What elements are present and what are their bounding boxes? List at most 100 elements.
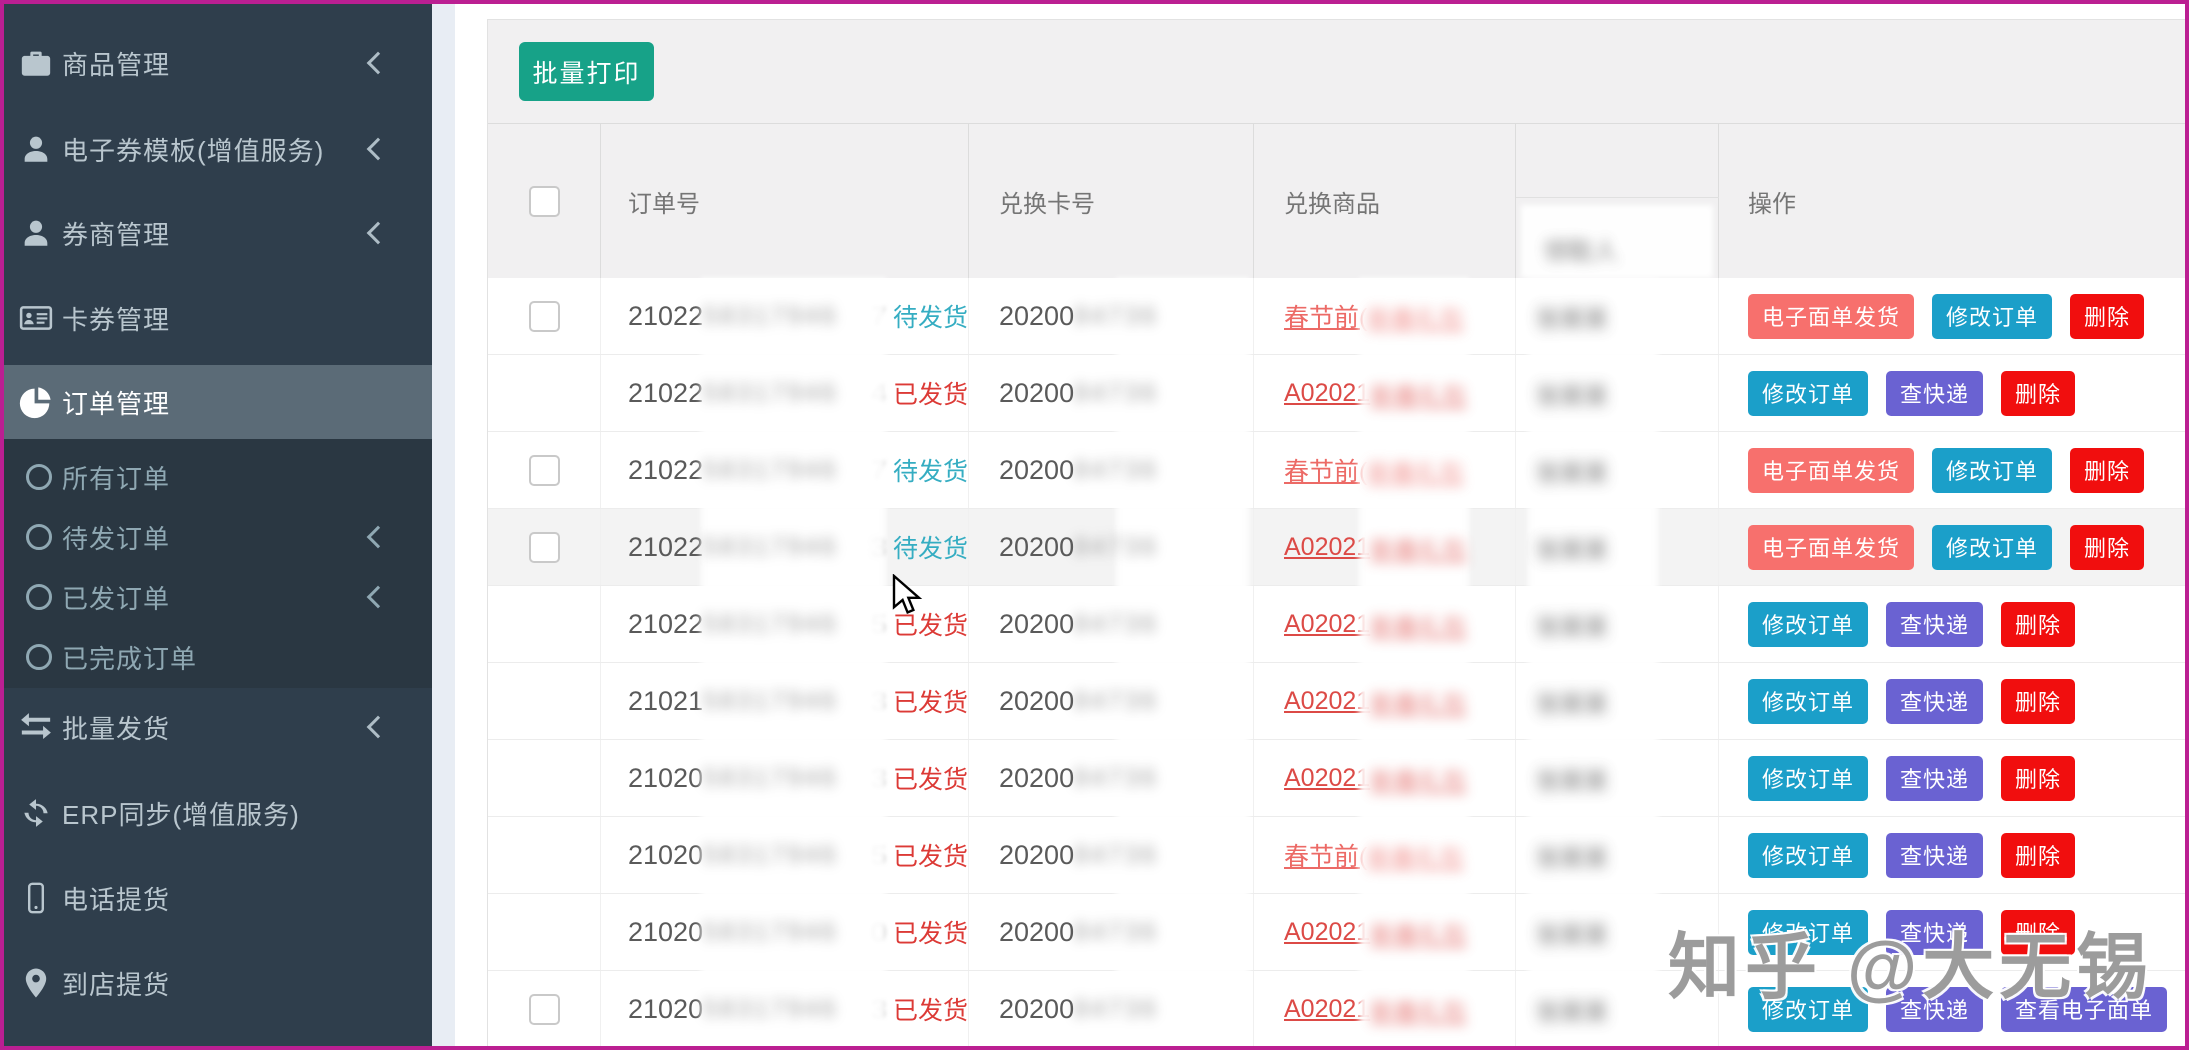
order-number-tail: 5 (870, 839, 886, 870)
sidebar-item-batch-ship[interactable]: 批量发货 (4, 696, 432, 758)
product-link[interactable]: 春节前( (1284, 458, 1368, 486)
action-modify-button[interactable]: 修改订单 (1748, 601, 1869, 647)
action-delete-button[interactable]: 删除 (2001, 832, 2076, 878)
action-modify-button[interactable]: 修改订单 (1748, 755, 1869, 801)
product-link[interactable]: A02021 (1284, 917, 1371, 946)
sidebar-item-store-pickup[interactable]: 到店提货 (4, 952, 432, 1014)
row-checkbox[interactable] (528, 454, 560, 486)
action-eface-button[interactable]: 电子面单发货 (1748, 447, 1915, 493)
order-number-blurred: 58317946 (703, 609, 839, 638)
status-badge: 待发货 (892, 304, 968, 332)
product-link[interactable]: 春节前( (1284, 304, 1368, 332)
sidebar-item-evoucher-template[interactable]: 电子券模板(增值服务) (4, 118, 432, 180)
product-cell: 春节前(新春礼包 (1254, 817, 1516, 893)
action-delete-button[interactable]: 删除 (2001, 678, 2076, 724)
action-delete-button[interactable]: 删除 (2070, 447, 2145, 493)
sidebar-item-card-voucher[interactable]: 卡券管理 (4, 287, 432, 349)
action-eface-button[interactable]: 电子面单发货 (1748, 293, 1915, 339)
action-delete-button[interactable]: 删除 (2001, 601, 2076, 647)
action-modify-button[interactable]: 修改订单 (1932, 293, 2053, 339)
action-delete-button[interactable]: 删除 (2001, 909, 2076, 955)
product-link[interactable]: A02021 (1284, 763, 1371, 792)
sidebar-item-pending-orders[interactable]: 待发订单 (4, 507, 432, 567)
mobile-icon (16, 881, 56, 915)
product-name-blurred: 新春礼包 (1370, 382, 1467, 410)
receiver-name-blurred: 张某某 (1536, 536, 1608, 564)
product-link[interactable]: 春节前( (1284, 843, 1368, 871)
product-name-blurred: 新春礼包 (1367, 844, 1464, 872)
action-express-button[interactable]: 查快递 (1886, 601, 1984, 647)
action-modify-button[interactable]: 修改订单 (1748, 370, 1869, 416)
user-icon (16, 132, 56, 166)
action-express-button[interactable]: 查快递 (1886, 832, 1984, 878)
status-badge: 已发货 (892, 689, 968, 717)
operation-cell: 电子面单发货 修改订单 删除 (1719, 509, 2185, 585)
action-express-button[interactable]: 查快递 (1886, 755, 1984, 801)
card-no-cell: 20200 84736 (969, 817, 1254, 893)
sidebar-item-voucher-merchant[interactable]: 券商管理 (4, 202, 432, 264)
action-modify-button[interactable]: 修改订单 (1748, 678, 1869, 724)
row-checkbox[interactable] (528, 993, 560, 1025)
briefcase-icon (16, 46, 56, 80)
sidebar-item-order[interactable]: 订单管理 (4, 365, 432, 439)
action-delete-button[interactable]: 删除 (2001, 755, 2076, 801)
card-number-blurred: 84736 (1074, 378, 1159, 407)
action-modify-button[interactable]: 修改订单 (1932, 524, 2053, 570)
order-number-tail: 7 (870, 454, 886, 485)
checkbox-cell (488, 663, 601, 739)
order-number-tail: 5 (870, 608, 886, 639)
table-row: 21022 58317946 7 待发货 20200 84736 春节前(新春礼包 张某某 电子… (488, 278, 2185, 355)
card-no-cell: 20200 84736 (969, 663, 1254, 739)
product-link[interactable]: A02021 (1284, 532, 1371, 561)
action-express-button[interactable]: 查快递 (1886, 678, 1984, 724)
action-modify-button[interactable]: 修改订单 (1748, 986, 1869, 1032)
action-delete-button[interactable]: 删除 (2001, 370, 2076, 416)
sidebar-item-label: ERP同步(增值服务) (62, 799, 300, 830)
row-checkbox[interactable] (528, 531, 560, 563)
product-link[interactable]: A02021 (1284, 686, 1371, 715)
action-modify-button[interactable]: 修改订单 (1748, 832, 1869, 878)
action-delete-button[interactable]: 删除 (2185, 986, 2189, 1032)
action-modify-button[interactable]: 修改订单 (1932, 447, 2053, 493)
action-view-eface-button[interactable]: 查看电子面单 (2001, 986, 2168, 1032)
column-header-receiver (1516, 124, 1719, 278)
chevron-left-icon (366, 137, 390, 161)
batch-print-button[interactable]: 批量打印 (519, 42, 654, 101)
table-row: 21022 58317946 4 已发货 20200 84736 A02021 新春礼包 张某某… (488, 355, 2185, 432)
card-no-cell: 20200 84736 (969, 355, 1254, 431)
product-cell: A02021 新春礼包 (1254, 894, 1516, 970)
card-number: 20200 (999, 531, 1075, 562)
product-link[interactable]: A02021 (1284, 994, 1371, 1023)
product-link[interactable]: A02021 (1284, 378, 1371, 407)
card-number-blurred: 84736 (1074, 686, 1159, 715)
order-number: 21022 (628, 454, 704, 485)
action-express-button[interactable]: 查快递 (1886, 370, 1984, 416)
sidebar-item-completed-orders[interactable]: 已完成订单 (4, 627, 432, 687)
card-number: 20200 (999, 454, 1075, 485)
sidebar-item-erp-sync[interactable]: ERP同步(增值服务) (4, 782, 432, 844)
action-delete-button[interactable]: 删除 (2070, 524, 2145, 570)
sidebar-item-goods[interactable]: 商品管理 (4, 32, 432, 94)
order-number-tail: 3 (870, 685, 886, 716)
card-number-blurred: 84736 (1074, 455, 1159, 484)
action-eface-button[interactable]: 电子面单发货 (1748, 524, 1915, 570)
order-no-cell: 21022 58317946 7 待发货 (601, 278, 969, 354)
select-all-checkbox[interactable] (528, 185, 560, 217)
sidebar-item-shipped-orders[interactable]: 已发订单 (4, 567, 432, 627)
card-number-blurred: 84736 (1074, 532, 1159, 561)
action-express-button[interactable]: 查快递 (1886, 909, 1984, 955)
action-modify-button[interactable]: 修改订单 (1748, 909, 1869, 955)
card-number: 20200 (999, 300, 1075, 331)
row-checkbox[interactable] (528, 300, 560, 332)
order-number-blurred: 58317946 (703, 994, 839, 1023)
sidebar-item-phone-pickup[interactable]: 电话提货 (4, 867, 432, 929)
chevron-left-icon (366, 51, 390, 75)
operation-cell: 修改订单 查快递 删除 (1719, 663, 2185, 739)
circle-o-icon (26, 464, 52, 490)
product-cell: A02021 新春礼包 (1254, 663, 1516, 739)
action-express-button[interactable]: 查快递 (1886, 986, 1984, 1032)
action-delete-button[interactable]: 删除 (2070, 293, 2145, 339)
product-link[interactable]: A02021 (1284, 609, 1371, 638)
sidebar-item-all-orders[interactable]: 所有订单 (4, 447, 432, 507)
checkbox-cell (488, 432, 601, 508)
